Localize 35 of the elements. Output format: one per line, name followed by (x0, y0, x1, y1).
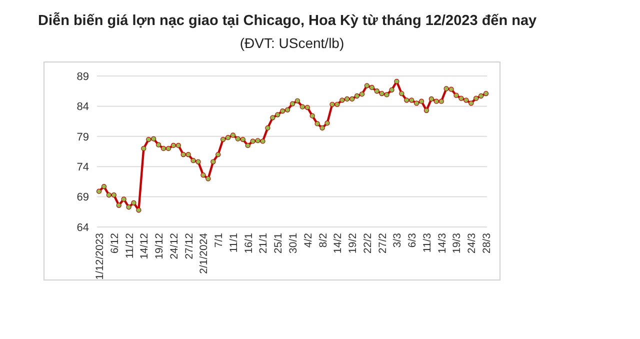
x-tick-label: 24/3 (466, 232, 478, 254)
x-tick-label: 2/1/2024 (198, 232, 210, 274)
x-tick-label: 6/12 (108, 232, 121, 254)
y-tick-label: 79 (76, 131, 89, 144)
x-tick-label: 24/12 (168, 232, 180, 260)
x-tick-label: 11/12 (124, 232, 136, 258)
x-tick-label: 11/3 (421, 232, 434, 253)
y-tick-label: 74 (76, 161, 89, 174)
y-tick-label: 84 (76, 101, 89, 114)
x-tick-label: 19/12 (154, 232, 166, 260)
x-tick-label: 14/12 (138, 232, 151, 260)
x-tick-label: 25/1 (272, 232, 285, 254)
y-tick-label: 69 (76, 192, 89, 204)
chart-title: Diễn biến giá lợn nạc giao tại Chicago, Hoa Kỳ từ tháng 12/2023 đến nay (38, 12, 537, 29)
y-tick-label: 89 (76, 70, 89, 83)
chart-subtitle: (ĐVT: UScent/lb) (240, 35, 344, 51)
x-tick-label: 7/1 (213, 232, 226, 248)
x-tick-label: 14/2 (332, 232, 344, 254)
x-tick-label: 3/3 (392, 232, 404, 248)
x-tick-label: 22/2 (362, 232, 374, 254)
x-tick-label: 16/1 (242, 232, 255, 254)
x-tick-label: 14/3 (436, 232, 448, 254)
x-tick-label: 21/1 (258, 232, 270, 254)
x-tick-label: 28/3 (481, 232, 493, 254)
x-tick-label: 27/12 (183, 232, 196, 260)
x-tick-label: 11/1 (228, 232, 240, 253)
x-tick-label: 19/3 (451, 232, 464, 254)
x-tick-label: 19/2 (347, 232, 360, 254)
x-tick-label: 6/3 (406, 232, 419, 248)
x-tick-label: 4/2 (302, 232, 314, 248)
x-tick-label: 30/1 (288, 232, 300, 254)
x-tick-label: 8/2 (317, 232, 330, 248)
y-tick-label: 64 (76, 222, 89, 234)
x-tick-label: 1/12/2023 (94, 232, 106, 280)
x-tick-label: 27/2 (376, 232, 389, 254)
